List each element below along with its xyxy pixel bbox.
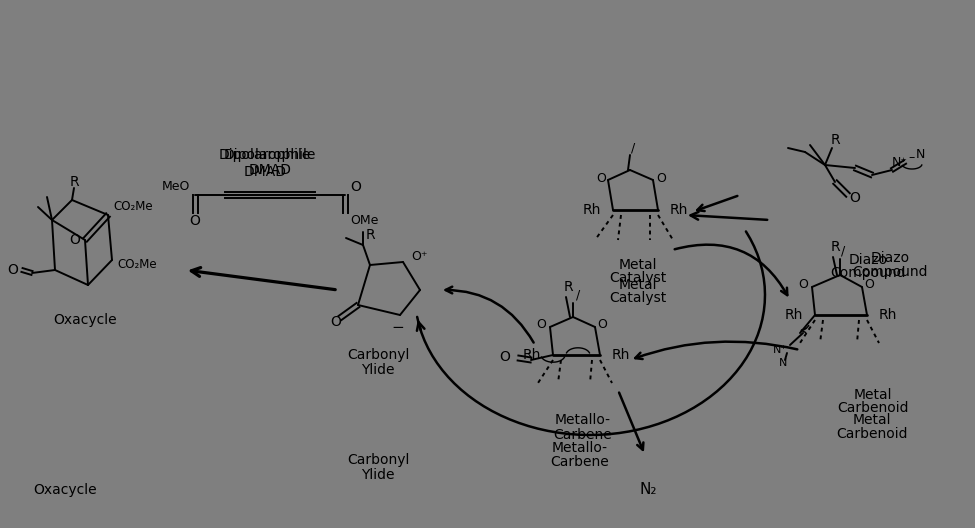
Text: O: O xyxy=(597,318,606,332)
Text: Metal: Metal xyxy=(854,388,892,402)
Text: OMe: OMe xyxy=(350,214,378,228)
Text: MeO: MeO xyxy=(162,181,190,193)
Text: Catalyst: Catalyst xyxy=(609,271,667,285)
Text: Metal: Metal xyxy=(853,413,891,427)
Text: Carbene: Carbene xyxy=(551,455,609,469)
Text: /: / xyxy=(576,288,580,301)
Text: /: / xyxy=(631,142,635,155)
Text: O: O xyxy=(656,172,666,184)
Text: O⁺: O⁺ xyxy=(411,250,427,263)
Text: Metallo-: Metallo- xyxy=(552,441,608,455)
Text: O: O xyxy=(864,278,874,291)
Text: R: R xyxy=(830,240,839,254)
Text: Diazo: Diazo xyxy=(848,253,887,267)
Text: O: O xyxy=(189,214,201,228)
Text: O: O xyxy=(7,263,18,277)
Text: Rh: Rh xyxy=(879,308,897,322)
Text: R: R xyxy=(366,228,374,242)
Text: Rh: Rh xyxy=(612,348,631,362)
Text: O: O xyxy=(69,233,80,247)
Text: Metal: Metal xyxy=(619,278,657,292)
Text: CO₂Me: CO₂Me xyxy=(117,259,157,271)
Text: −: − xyxy=(392,320,405,335)
Text: Oxacycle: Oxacycle xyxy=(54,313,117,327)
Text: /: / xyxy=(840,244,845,258)
Text: Dipolarophile: Dipolarophile xyxy=(218,148,311,162)
Text: N⁺: N⁺ xyxy=(773,345,787,355)
Text: Compound: Compound xyxy=(852,265,928,279)
Text: Rh: Rh xyxy=(670,203,688,217)
Text: Metal: Metal xyxy=(619,258,657,272)
Text: Dipolarophile: Dipolarophile xyxy=(224,148,316,162)
Text: O: O xyxy=(849,191,860,205)
Text: O: O xyxy=(799,278,808,291)
Text: DMAD: DMAD xyxy=(249,163,292,177)
Text: Rh: Rh xyxy=(523,348,541,362)
Text: Carbenoid: Carbenoid xyxy=(837,427,908,441)
Text: R: R xyxy=(69,175,79,189)
Text: Rh: Rh xyxy=(583,203,601,217)
Text: N: N xyxy=(916,148,924,162)
Text: O: O xyxy=(536,318,546,332)
Text: R: R xyxy=(564,280,573,294)
Text: Carbonyl: Carbonyl xyxy=(347,453,409,467)
Text: O: O xyxy=(499,350,510,364)
Text: Diazo: Diazo xyxy=(871,251,910,265)
Text: Compound: Compound xyxy=(831,266,906,280)
Text: N₂: N₂ xyxy=(640,483,657,497)
Text: N: N xyxy=(779,358,787,368)
Text: R: R xyxy=(830,133,839,147)
Text: Rh: Rh xyxy=(785,308,803,322)
Text: Carbenoid: Carbenoid xyxy=(838,401,909,415)
Text: Carbene: Carbene xyxy=(554,428,612,442)
Text: Oxacycle: Oxacycle xyxy=(33,483,97,497)
Text: CO₂Me: CO₂Me xyxy=(113,201,153,213)
Text: O: O xyxy=(596,172,605,184)
Text: N⁺: N⁺ xyxy=(892,156,908,169)
Text: Carbonyl: Carbonyl xyxy=(347,348,409,362)
Text: O: O xyxy=(350,180,361,194)
Text: Ylide: Ylide xyxy=(362,363,395,377)
Text: Metallo-: Metallo- xyxy=(555,413,611,427)
Text: Catalyst: Catalyst xyxy=(609,291,667,305)
Text: –: – xyxy=(909,152,916,165)
Text: Ylide: Ylide xyxy=(362,468,395,482)
Text: O: O xyxy=(331,315,341,329)
Text: DMAD: DMAD xyxy=(244,165,287,179)
